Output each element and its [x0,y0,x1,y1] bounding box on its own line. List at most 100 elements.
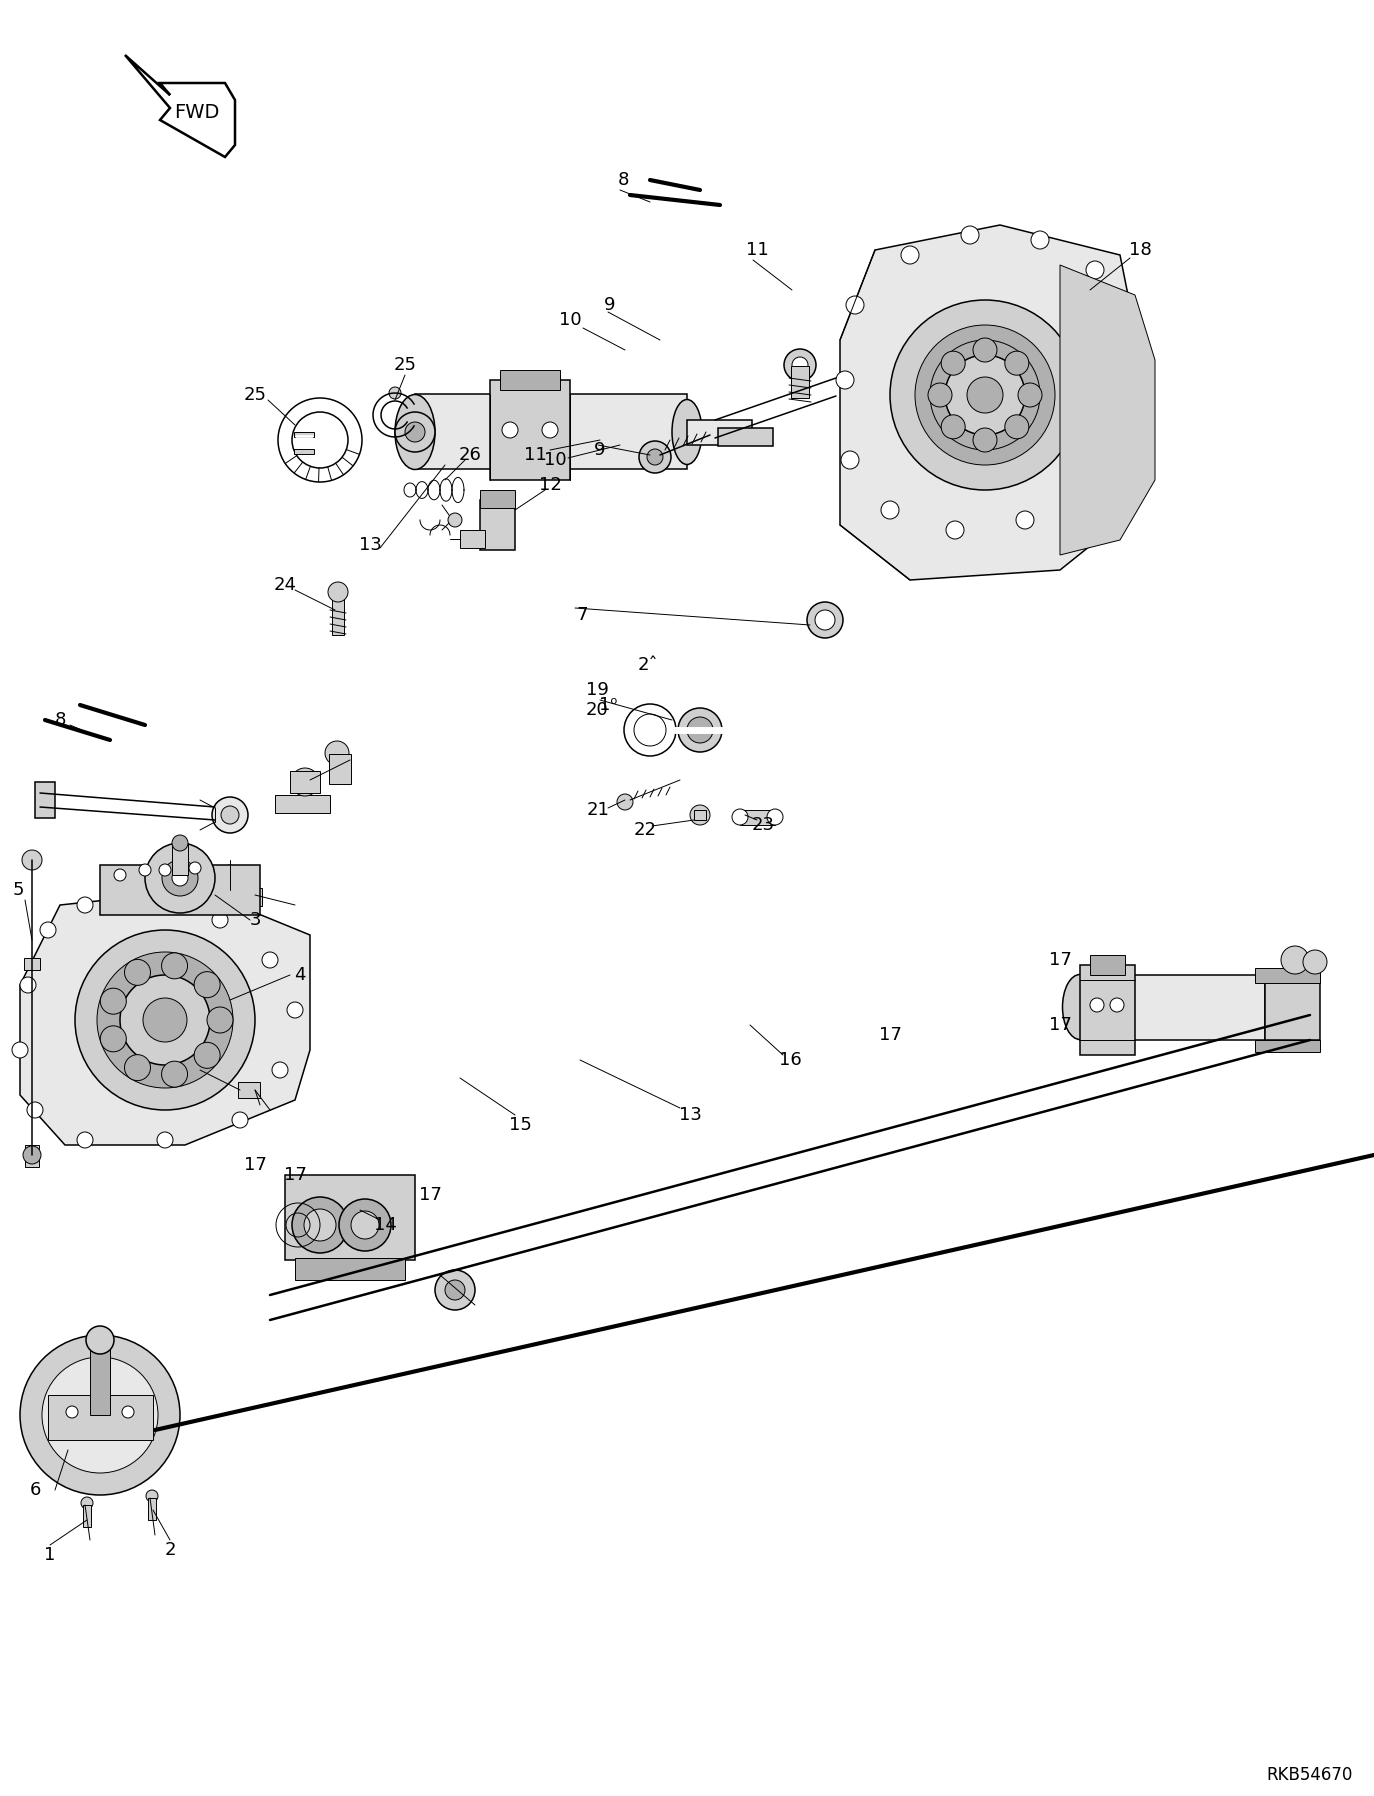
Text: 11: 11 [523,445,547,463]
Circle shape [617,794,633,810]
Circle shape [157,1131,173,1148]
Bar [172,842,188,875]
Bar [48,1395,153,1440]
Bar [1090,955,1125,975]
Bar [687,420,752,445]
Circle shape [445,1281,464,1300]
Bar [791,366,809,399]
Text: 12: 12 [539,476,562,494]
Text: 26: 26 [459,445,481,463]
Circle shape [1018,383,1041,408]
Circle shape [143,999,187,1042]
Bar [225,887,235,903]
Circle shape [947,521,965,539]
Circle shape [350,1211,379,1239]
Bar [82,1505,91,1527]
Circle shape [194,1042,220,1069]
Text: 13: 13 [359,535,382,553]
Circle shape [502,422,518,438]
Circle shape [43,1358,158,1473]
Bar [333,594,344,636]
Circle shape [1090,999,1103,1011]
Circle shape [232,1112,247,1128]
Polygon shape [1059,266,1156,555]
Circle shape [77,896,93,912]
Circle shape [941,415,965,438]
Bar [275,796,330,814]
Polygon shape [21,891,311,1146]
Bar [294,433,315,436]
Bar [294,449,315,454]
Bar [91,1340,110,1415]
Circle shape [687,717,713,744]
Text: 20: 20 [585,700,609,718]
Circle shape [114,869,126,882]
Circle shape [405,422,425,442]
Text: 17: 17 [283,1166,306,1184]
Circle shape [27,1103,43,1117]
Circle shape [1030,232,1048,250]
Text: 23: 23 [752,815,775,833]
Circle shape [973,427,998,453]
Circle shape [1085,260,1103,278]
Circle shape [541,422,558,438]
Circle shape [1004,352,1029,375]
Bar [1265,975,1320,1040]
Circle shape [881,501,899,519]
Text: RKB54670: RKB54670 [1267,1765,1353,1783]
Circle shape [291,769,319,796]
Circle shape [81,1498,93,1509]
Circle shape [162,860,198,896]
Bar [1080,964,1135,1054]
Text: 17: 17 [419,1185,441,1203]
Circle shape [339,1200,392,1252]
Circle shape [100,1026,126,1052]
Bar [100,866,260,914]
Text: 18: 18 [1128,241,1151,259]
Bar [295,436,312,444]
Circle shape [251,887,262,898]
Circle shape [21,977,36,993]
Circle shape [767,808,783,824]
Circle shape [846,296,864,314]
Circle shape [326,742,349,765]
Circle shape [785,348,816,381]
Text: 17: 17 [1048,952,1072,970]
Circle shape [1004,415,1029,438]
Bar [415,393,687,469]
Text: 8: 8 [617,171,629,189]
Circle shape [945,356,1025,435]
Circle shape [941,352,965,375]
Circle shape [647,449,664,465]
Bar [1080,975,1265,1040]
Polygon shape [840,224,1135,580]
Text: 14: 14 [374,1216,397,1234]
Bar [238,1081,260,1097]
Bar [1254,968,1320,982]
Circle shape [146,842,214,912]
Circle shape [639,442,671,472]
Text: 25: 25 [243,386,267,404]
Bar [290,770,320,794]
Circle shape [960,226,980,244]
Circle shape [100,988,126,1015]
Circle shape [1106,392,1124,409]
Circle shape [190,862,201,875]
Circle shape [1110,999,1124,1011]
Circle shape [1015,512,1035,530]
Text: 19: 19 [585,681,609,699]
Bar [480,499,515,550]
Circle shape [791,357,808,374]
Circle shape [125,959,151,986]
Circle shape [901,246,919,264]
Circle shape [287,1002,304,1018]
Circle shape [304,1209,337,1241]
Bar [491,381,570,480]
Text: 9: 9 [605,296,616,314]
Text: 8: 8 [55,711,66,729]
Circle shape [122,1406,135,1419]
Text: 10: 10 [559,311,581,329]
Text: 3: 3 [249,911,261,929]
Bar [284,1175,415,1261]
Circle shape [841,451,859,469]
